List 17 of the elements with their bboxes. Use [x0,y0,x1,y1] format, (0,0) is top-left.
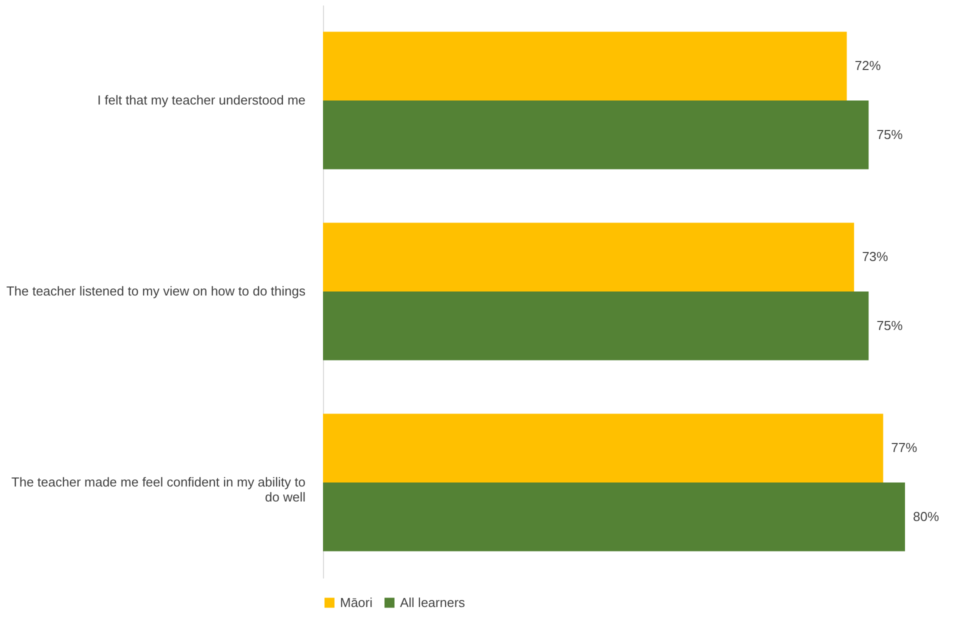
legend-label: All learners [400,594,466,610]
data-label: 73% [862,249,889,264]
data-label: 77% [891,440,918,456]
data-label: 75% [876,126,904,142]
bar [323,100,869,170]
bar [323,32,847,100]
data-label: 72% [854,58,882,74]
data-label: 80% [913,508,940,524]
bar [323,222,854,292]
bar [323,292,869,360]
bar [323,414,884,482]
data-label: 75% [876,318,904,333]
y-tick-label: The teacher listened to my view on how to do things [6,284,306,298]
legend-label: Māori [340,594,373,610]
y-tick-label: The teacher made me feel confident in my ability to do well [11,474,306,504]
y-tick-label: I felt that my teacher understood me [97,92,306,108]
bar [323,482,905,552]
